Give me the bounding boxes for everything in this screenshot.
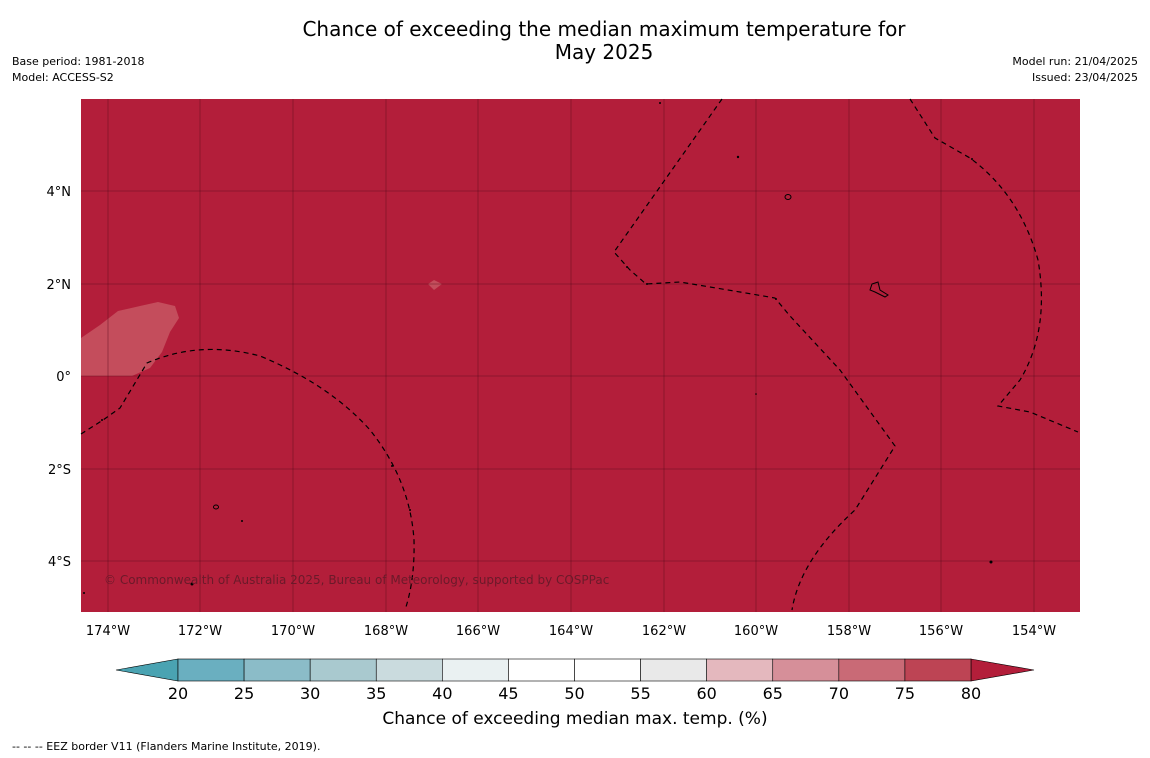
eez-border-central bbox=[613, 98, 896, 611]
lon-label: 156°W bbox=[919, 624, 963, 639]
model-run-info: Model run: 21/04/2025 Issued: 23/04/2025 bbox=[1012, 54, 1138, 86]
colorbar-tick-label: 45 bbox=[498, 684, 518, 703]
colorbar-tick-label: 25 bbox=[234, 684, 254, 703]
lon-label: 164°W bbox=[549, 624, 593, 639]
eez-borders bbox=[80, 98, 1079, 611]
lon-label: 166°W bbox=[456, 624, 500, 639]
island-dot bbox=[775, 298, 777, 300]
lat-label: 2°N bbox=[47, 278, 72, 293]
lon-label: 170°W bbox=[271, 624, 315, 639]
island-dot bbox=[391, 465, 393, 467]
islands bbox=[213, 194, 889, 510]
island-dot bbox=[659, 102, 661, 104]
colorbar-under-arrow bbox=[115, 658, 179, 682]
colorbar-tick-label: 75 bbox=[895, 684, 915, 703]
eez-border-west bbox=[80, 348, 415, 611]
lon-label: 160°W bbox=[734, 624, 778, 639]
colorbar-segment bbox=[243, 658, 311, 682]
eez-footnote: -- -- -- EEZ border V11 (Flanders Marine… bbox=[12, 740, 321, 753]
colorbar-tick-label: 40 bbox=[432, 684, 452, 703]
lat-label: 4°S bbox=[48, 555, 71, 570]
page-title: Chance of exceeding the median maximum t… bbox=[250, 18, 958, 64]
lat-label: 0° bbox=[56, 370, 71, 385]
island-dot bbox=[241, 520, 243, 522]
colorbar-tick-label: 20 bbox=[168, 684, 188, 703]
island-dots bbox=[83, 102, 993, 594]
eez-border-east bbox=[909, 98, 1079, 433]
colorbar-segment bbox=[508, 658, 575, 682]
island-dot bbox=[190, 582, 194, 586]
colorbar-segment bbox=[375, 658, 443, 682]
colorbar: 20 25 30 35 40 45 50 55 60 65 70 75 80 bbox=[115, 658, 1035, 703]
issued-text: Issued: 23/04/2025 bbox=[1031, 71, 1138, 84]
colorbar-labels: 20 25 30 35 40 45 50 55 60 65 70 75 80 bbox=[168, 684, 981, 703]
colorbar-tick-label: 60 bbox=[696, 684, 716, 703]
colorbar-segment bbox=[838, 658, 906, 682]
lon-label: 172°W bbox=[178, 624, 222, 639]
lon-label: 162°W bbox=[642, 624, 686, 639]
graticule bbox=[81, 99, 1080, 612]
colorbar-tick-label: 65 bbox=[763, 684, 783, 703]
model-text: Model: ACCESS-S2 bbox=[12, 71, 114, 84]
probability-patch-west bbox=[81, 302, 179, 376]
title-line-1: Chance of exceeding the median maximum t… bbox=[302, 17, 906, 41]
island-dot bbox=[755, 393, 757, 395]
longitude-labels: 174°W 172°W 170°W 168°W 166°W 164°W 162°… bbox=[86, 624, 1056, 639]
lon-label: 154°W bbox=[1012, 624, 1056, 639]
island-dot bbox=[989, 560, 993, 564]
island-dot bbox=[971, 158, 973, 160]
base-period-info: Base period: 1981-2018 Model: ACCESS-S2 bbox=[12, 54, 144, 86]
lon-label: 168°W bbox=[364, 624, 408, 639]
model-run-text: Model run: 21/04/2025 bbox=[1012, 55, 1138, 68]
island-outline bbox=[784, 194, 792, 200]
colorbar-segment bbox=[904, 658, 972, 682]
colorbar-over-arrow bbox=[970, 658, 1035, 682]
colorbar-segment bbox=[442, 658, 509, 682]
lat-label: 2°S bbox=[48, 463, 71, 478]
colorbar-segment bbox=[772, 658, 840, 682]
colorbar-segment bbox=[574, 658, 641, 682]
colorbar-tick-label: 35 bbox=[366, 684, 386, 703]
title-line-2: May 2025 bbox=[554, 40, 654, 64]
colorbar-tick-label: 80 bbox=[961, 684, 981, 703]
island-outline bbox=[213, 504, 219, 510]
lon-label: 174°W bbox=[86, 624, 130, 639]
island-dot bbox=[83, 592, 85, 594]
island-dot bbox=[409, 509, 411, 511]
colorbar-tick-label: 55 bbox=[630, 684, 650, 703]
colorbar-segment bbox=[177, 658, 245, 682]
colorbar-title: Chance of exceeding median max. temp. (%… bbox=[382, 709, 768, 729]
colorbar-tick-label: 70 bbox=[829, 684, 849, 703]
island-dot bbox=[736, 155, 740, 159]
probability-patch-small bbox=[428, 280, 442, 290]
colorbar-segments bbox=[177, 658, 972, 682]
map-area bbox=[81, 99, 1080, 612]
copyright-notice: © Commonwealth of Australia 2025, Bureau… bbox=[104, 573, 609, 587]
colorbar-segment bbox=[706, 658, 774, 682]
base-period-text: Base period: 1981-2018 bbox=[12, 55, 145, 68]
island-dot bbox=[626, 266, 628, 268]
lat-label: 4°N bbox=[47, 185, 72, 200]
latitude-labels: 4°N 2°N 0° 2°S 4°S bbox=[47, 185, 72, 570]
colorbar-segment bbox=[640, 658, 707, 682]
colorbar-tick-label: 50 bbox=[564, 684, 584, 703]
island-outline bbox=[869, 281, 889, 298]
colorbar-tick-label: 30 bbox=[300, 684, 320, 703]
colorbar-segment bbox=[309, 658, 377, 682]
island-dot bbox=[101, 419, 103, 421]
island-dot bbox=[646, 283, 648, 285]
lon-label: 158°W bbox=[827, 624, 871, 639]
